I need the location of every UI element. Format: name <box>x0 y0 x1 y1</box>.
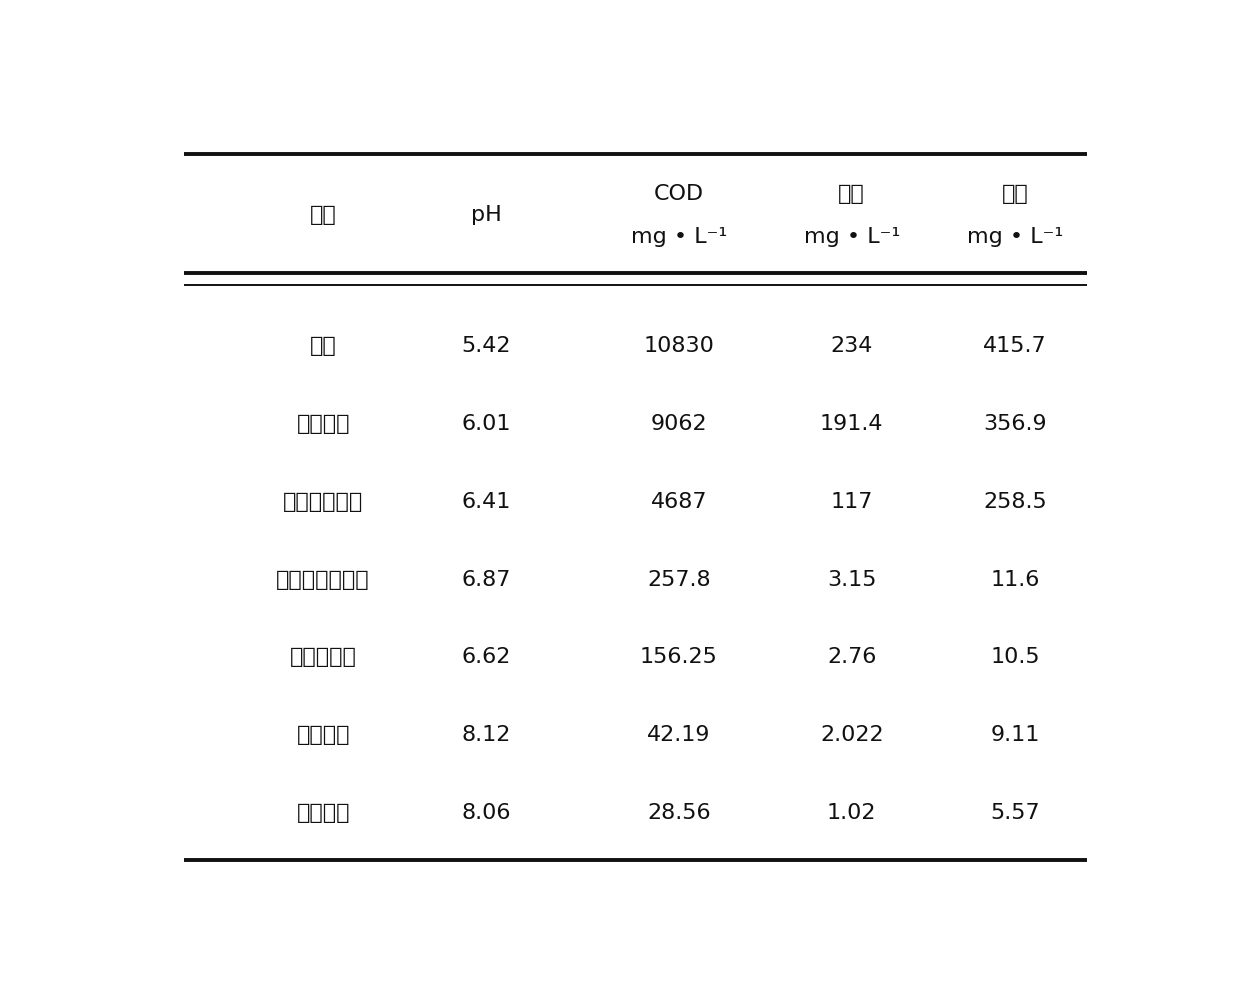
Text: mg • L⁻¹: mg • L⁻¹ <box>967 227 1063 247</box>
Text: 28.56: 28.56 <box>647 803 711 823</box>
Text: 原液: 原液 <box>310 337 336 357</box>
Text: 水解酸化出水: 水解酸化出水 <box>283 492 363 512</box>
Text: 总氮: 总氮 <box>1002 184 1028 204</box>
Text: 9062: 9062 <box>651 414 707 434</box>
Text: 234: 234 <box>831 337 873 357</box>
Text: 156.25: 156.25 <box>640 647 718 667</box>
Text: 10.5: 10.5 <box>991 647 1040 667</box>
Text: 氨氮: 氨氮 <box>838 184 866 204</box>
Text: 气浮出水: 气浮出水 <box>296 414 350 434</box>
Text: 257.8: 257.8 <box>647 570 711 590</box>
Text: 3.15: 3.15 <box>827 570 877 590</box>
Text: 5.57: 5.57 <box>991 803 1040 823</box>
Text: 2.022: 2.022 <box>820 725 884 745</box>
Text: 258.5: 258.5 <box>983 492 1047 512</box>
Text: COD: COD <box>653 184 704 204</box>
Text: 8.06: 8.06 <box>461 803 511 823</box>
Text: 超滤出水: 超滤出水 <box>296 803 350 823</box>
Text: mg • L⁻¹: mg • L⁻¹ <box>804 227 900 247</box>
Text: 10830: 10830 <box>644 337 714 357</box>
Text: 1.02: 1.02 <box>827 803 877 823</box>
Text: 5.42: 5.42 <box>461 337 511 357</box>
Text: 6.01: 6.01 <box>461 414 511 434</box>
Text: 硕化反硕化出水: 硕化反硕化出水 <box>277 570 370 590</box>
Text: 42.19: 42.19 <box>647 725 711 745</box>
Text: 6.62: 6.62 <box>461 647 511 667</box>
Text: mg • L⁻¹: mg • L⁻¹ <box>631 227 727 247</box>
Text: 6.87: 6.87 <box>461 570 511 590</box>
Text: 内置膜出水: 内置膜出水 <box>290 647 357 667</box>
Text: 191.4: 191.4 <box>820 414 883 434</box>
Text: 氧化出水: 氧化出水 <box>296 725 350 745</box>
Text: 指标: 指标 <box>310 205 336 225</box>
Text: 356.9: 356.9 <box>983 414 1047 434</box>
Text: 8.12: 8.12 <box>461 725 511 745</box>
Text: 415.7: 415.7 <box>983 337 1047 357</box>
Text: 6.41: 6.41 <box>461 492 511 512</box>
Text: pH: pH <box>471 205 502 225</box>
Text: 11.6: 11.6 <box>991 570 1040 590</box>
Text: 2.76: 2.76 <box>827 647 877 667</box>
Text: 9.11: 9.11 <box>991 725 1040 745</box>
Text: 117: 117 <box>831 492 873 512</box>
Text: 4687: 4687 <box>651 492 707 512</box>
